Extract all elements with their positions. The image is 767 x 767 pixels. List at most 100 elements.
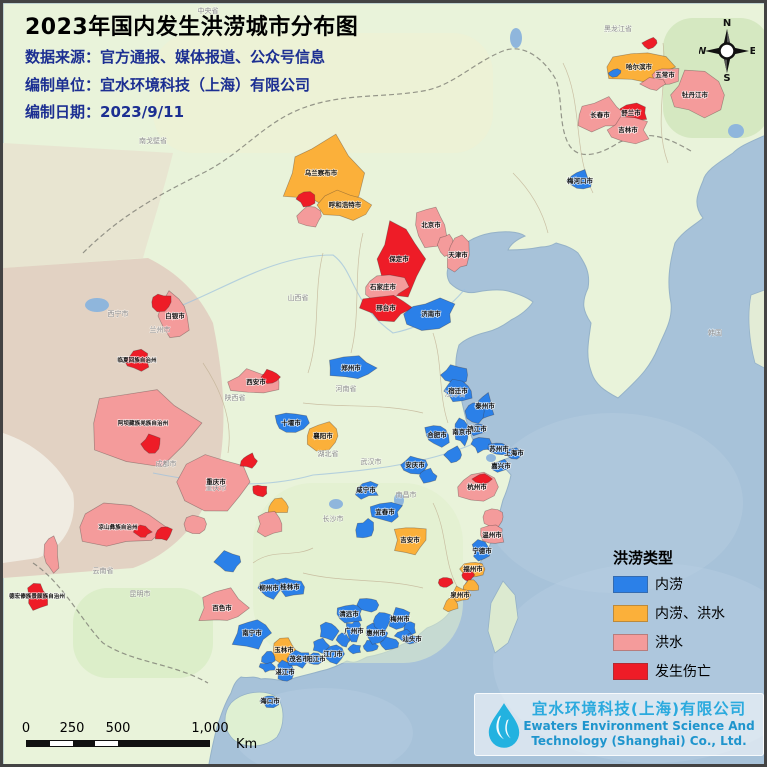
flood-region-label: 宜春市 [375, 507, 395, 516]
flood-region-label: 镇江市 [467, 424, 487, 433]
flood-region-label: 柳州市 [259, 583, 279, 592]
basemap-place-label: 兰州市 [150, 325, 171, 334]
basemap-place-label: 长沙市 [323, 514, 344, 523]
legend-item: 内涝、洪水 [613, 603, 725, 623]
flood-region: 泸州 [183, 514, 207, 535]
flood-region: 佛山 [335, 632, 351, 648]
flood-region-label: 合肥市 [426, 430, 447, 439]
flood-region: 扬州市 [464, 402, 485, 424]
flood-region: 宿迁市 [443, 378, 473, 403]
compass-w: W [699, 46, 707, 57]
flood-region: 黔江 [252, 484, 268, 498]
flood-region: 尚志市 [639, 77, 667, 91]
flood-region-label: 吉安市 [400, 535, 420, 544]
legend-items: 内涝 内涝、洪水 洪水 发生伤亡 [613, 574, 725, 681]
company-logo-text: 宜水环境科技(上海)有限公司 Ewaters Environment Scien… [523, 700, 755, 749]
flood-region: 湘西土家族苗族自治州 [256, 511, 283, 538]
basemap-place-label: 陕西省 [225, 393, 246, 402]
flood-region: 吉安市 [393, 527, 427, 556]
flood-region: 云浮 [312, 637, 331, 655]
flood-region: 清远市 [336, 604, 363, 624]
flood-region-label: 阿坝藏族羌族自治州 [118, 419, 169, 427]
legend-item-label: 内涝、洪水 [655, 606, 725, 622]
flood-region-label: 上海市 [504, 448, 524, 457]
flood-region: 武川县 [295, 191, 316, 208]
flood-region: 重庆市 [176, 454, 251, 512]
flood-region-label: 桂林市 [279, 582, 300, 591]
flood-region-label: 嘉兴市 [490, 461, 511, 470]
basemap-place-label: 昆明市 [130, 589, 151, 598]
basemap-place-label: 中央省 [198, 6, 219, 15]
flood-region-label: 苏州市 [489, 444, 509, 453]
flood-region: 柳州市 [257, 577, 282, 600]
flood-region: 邢台市 [359, 294, 414, 322]
legend-item-label: 洪水 [655, 635, 683, 651]
flood-region: 芜湖 [443, 445, 462, 464]
company-name-en-2: Technology (Shanghai) Co., Ltd. [531, 734, 747, 749]
flood-region-label: 呼和浩特市 [329, 200, 362, 209]
legend-item-label: 内涝 [655, 577, 683, 593]
basemap-place-label: 南戈壁省 [139, 136, 167, 145]
flood-region: 黔东南 [213, 550, 242, 573]
flood-region: 黑河 [641, 36, 658, 50]
company-name-en-1: Ewaters Environment Science And [523, 719, 755, 734]
flood-region: 莆田市 [462, 579, 479, 592]
flood-region-label: 汕头市 [402, 634, 422, 643]
flood-region-label: 临夏回族自治州 [117, 356, 157, 364]
flood-region: 中山 [347, 643, 362, 655]
flood-region: 万州 [239, 452, 258, 469]
flood-region: 土默特 [296, 206, 322, 228]
flood-region: 郑州市 [329, 355, 378, 379]
flood-region: 南京市 [454, 417, 469, 447]
flood-region-label: 牡丹江市 [682, 90, 709, 99]
flood-region: 嘉兴市 [491, 458, 510, 473]
flood-region: 汕尾 [379, 636, 400, 651]
basemap-place-label: 黑龙江省 [604, 24, 632, 33]
title-block: 2023年国内发生洪涝城市分布图 数据来源：官方通报、媒体报道、公众号信息 编制… [25, 13, 358, 127]
flood-region-label: 北京市 [421, 220, 441, 229]
flood-region-label: 清远市 [339, 609, 359, 618]
basemap-place-label: 河南省 [336, 384, 357, 393]
basemap-place-label: 韩国 [708, 328, 722, 337]
flood-region: 合肥市 [424, 425, 450, 448]
legend-item: 洪水 [613, 632, 725, 652]
flood-region-label: 安庆市 [405, 460, 425, 469]
legend-swatch [613, 633, 648, 651]
flood-region-label: 福州市 [462, 564, 483, 573]
basemap-place-label: 湖北省 [318, 449, 339, 458]
flood-region-label: 湛江市 [275, 667, 295, 676]
flood-region-label: 长春市 [590, 110, 610, 119]
scale-tick-label: 0 [21, 721, 31, 736]
flood-region: 阿坝藏族羌族自治州 [93, 389, 203, 468]
flood-region-label: 十堰市 [281, 418, 301, 427]
flood-region: 上海市 [506, 447, 524, 460]
flood-region: 百色市 [198, 587, 250, 621]
flood-region-label: 白银市 [165, 311, 185, 320]
flood-region: 茂名市 [286, 649, 311, 669]
flood-region: 靖远 [151, 293, 172, 313]
flood-region: 温州市 [480, 524, 505, 544]
basemap-place-label: 南昌市 [396, 490, 417, 499]
flood-region: 阳江市 [305, 652, 323, 665]
flood-region: 宜春市 [369, 501, 404, 523]
legend-swatch [613, 662, 648, 680]
flood-region: 北海 [258, 662, 276, 673]
basemap-place-label: 武汉市 [361, 457, 382, 466]
compass-star [705, 29, 749, 73]
basemap-place-label: 云南省 [93, 566, 114, 575]
flood-region: 汕头市 [404, 632, 420, 645]
legend-swatch [613, 604, 648, 622]
flood-region: 南宁市 [231, 619, 273, 650]
compile-date-line: 编制日期：2023/9/11 [25, 103, 185, 122]
scale-bar-segments [26, 740, 210, 747]
flood-region-label: 邢台市 [376, 303, 396, 312]
flood-region-label: 南京市 [452, 427, 472, 436]
flood-region: 宁德市 [471, 539, 491, 562]
flood-region: 呼和浩特市 [316, 189, 373, 221]
flood-region: 金阳 [154, 526, 173, 541]
flood-region: 咸宁市 [355, 481, 379, 500]
flood-region-label: 西安市 [246, 377, 266, 386]
